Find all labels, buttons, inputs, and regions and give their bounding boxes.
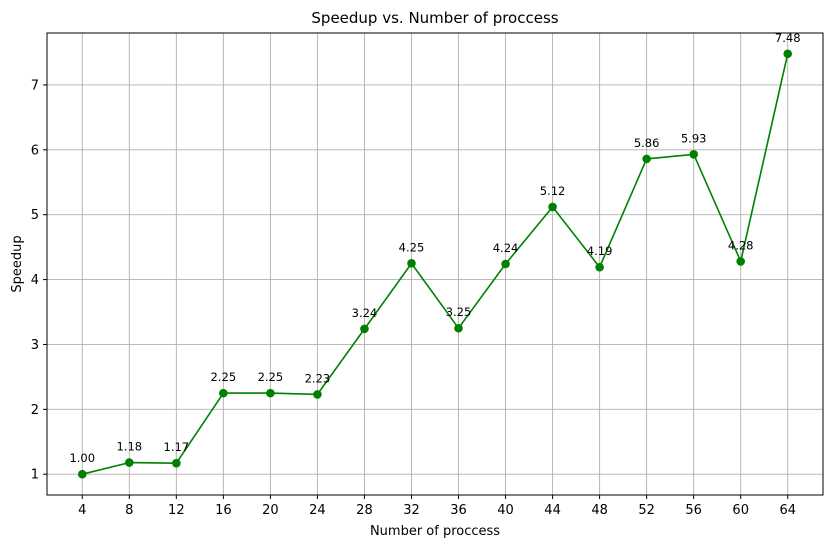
chart-title: Speedup vs. Number of proccess: [311, 9, 558, 27]
data-label: 7.48: [775, 31, 801, 45]
x-tick-label: 24: [309, 503, 326, 518]
data-label: 3.24: [352, 306, 378, 320]
data-label: 5.86: [634, 136, 660, 150]
y-tick-label: 6: [31, 143, 39, 158]
y-tick-label: 7: [31, 78, 39, 93]
data-label: 5.93: [681, 131, 707, 145]
x-tick-label: 52: [638, 503, 655, 518]
x-tick-label: 32: [403, 503, 420, 518]
data-label: 1.00: [69, 451, 95, 465]
x-tick-label: 40: [497, 503, 514, 518]
data-point: [77, 469, 87, 479]
data-label: 3.25: [446, 305, 472, 319]
data-point: [736, 257, 745, 266]
x-tick-label: 56: [685, 503, 702, 518]
data-point: [360, 324, 369, 334]
x-axis-label: Number of proccess: [370, 524, 500, 539]
x-tick-label: 60: [732, 503, 749, 518]
data-label: 4.24: [493, 241, 519, 255]
x-tick-label: 8: [125, 503, 133, 518]
data-label: 2.23: [305, 371, 331, 385]
data-point: [407, 259, 416, 268]
x-tick-label: 12: [168, 503, 185, 518]
x-tick-label: 28: [356, 503, 373, 518]
x-tick-label: 4: [78, 503, 86, 518]
data-label: 5.12: [540, 184, 566, 198]
data-point: [266, 388, 275, 398]
data-point: [501, 259, 510, 269]
grid: [47, 33, 823, 495]
y-tick-label: 3: [31, 338, 39, 353]
data-point: [642, 154, 651, 164]
data-point: [454, 323, 463, 333]
data-point: [783, 49, 793, 59]
data-point: [219, 388, 228, 398]
data-label: 4.19: [587, 244, 613, 258]
x-tick-label: 20: [262, 503, 279, 518]
series-speedup: [77, 49, 793, 479]
data-point: [548, 202, 557, 212]
data-labels: 1.00 1.18 1.17 2.25 2.25 2.23 3.24 4.25 3.25 4.24…: [69, 31, 800, 465]
data-point: [125, 458, 134, 467]
x-axis: 4 8 12 16 20 24 28 32 36 40 44 48 52 56 60 64: [78, 495, 796, 518]
y-axis-label: Speedup: [10, 235, 25, 292]
data-point: [595, 262, 604, 272]
y-tick-label: 4: [31, 273, 39, 288]
data-label: 2.25: [211, 370, 237, 384]
data-label: 4.25: [399, 240, 425, 254]
y-tick-label: 1: [31, 468, 39, 483]
x-tick-label: 48: [591, 503, 608, 518]
y-tick-label: 2: [31, 403, 39, 418]
x-tick-label: 64: [779, 503, 796, 518]
data-label: 1.18: [116, 440, 142, 454]
data-label: 2.25: [258, 370, 284, 384]
x-tick-label: 36: [450, 503, 467, 518]
data-point: [172, 458, 181, 468]
plot-frame: [46, 32, 824, 496]
y-axis: 1 2 3 4 5 6 7: [31, 78, 47, 483]
data-point: [313, 390, 322, 399]
series-line: [82, 53, 789, 475]
data-point: [689, 150, 698, 159]
y-tick-label: 5: [31, 208, 39, 223]
x-tick-label: 44: [544, 503, 561, 518]
x-tick-label: 16: [215, 503, 232, 518]
data-label: 1.17: [164, 440, 190, 454]
data-label: 4.28: [728, 238, 754, 252]
